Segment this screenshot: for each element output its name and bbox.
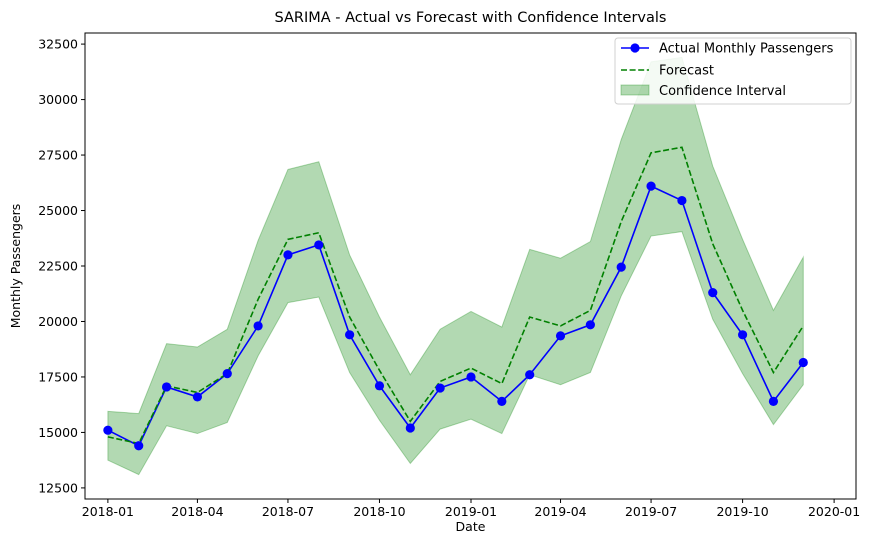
actual-data-point	[497, 396, 507, 406]
actual-data-point	[253, 321, 263, 331]
actual-data-point	[435, 383, 445, 393]
x-tick-label: 2019-01	[445, 504, 497, 519]
actual-data-point	[466, 372, 476, 382]
y-tick-label: 22500	[38, 259, 78, 274]
y-tick-label: 30000	[38, 92, 78, 107]
actual-data-point	[134, 441, 144, 451]
x-axis-label: Date	[456, 519, 486, 534]
x-tick-label: 2018-04	[171, 504, 223, 519]
actual-data-point	[646, 181, 656, 191]
x-tick-label: 2018-01	[82, 504, 134, 519]
y-tick-label: 15000	[38, 425, 78, 440]
actual-data-point	[222, 369, 232, 379]
y-tick-label: 12500	[38, 480, 78, 495]
forecast-series-line	[107, 146, 804, 445]
x-tick-label: 2019-04	[534, 504, 586, 519]
actual-data-point	[616, 262, 626, 272]
legend-actual-marker	[630, 43, 640, 53]
actual-data-point	[374, 381, 385, 391]
y-tick-label: 25000	[38, 203, 78, 218]
actual-data-point	[708, 288, 718, 298]
legend: Actual Monthly Passengers Forecast Confide…	[614, 37, 852, 105]
actual-data-point	[314, 240, 324, 250]
actual-data-point	[103, 425, 113, 435]
actual-data-point	[585, 320, 595, 330]
actual-data-point	[345, 330, 355, 340]
y-tick-label: 27500	[38, 148, 78, 163]
x-tick-label: 2019-10	[716, 504, 768, 519]
actual-data-point	[555, 331, 566, 341]
legend-band-label: Confidence Interval	[659, 84, 786, 99]
actual-data-point	[405, 423, 415, 433]
y-axis: 12500 15000 17500 20000 22500 25000 27500 30000…	[38, 37, 85, 495]
x-axis: 2018-01 2018-04 2018-07 2018-10 2019-01 2019-…	[82, 499, 860, 519]
legend-box	[614, 37, 852, 105]
y-tick-label: 17500	[38, 369, 78, 384]
marker-layer	[103, 181, 808, 451]
actual-data-point	[677, 195, 687, 206]
x-tick-label: 2020-01	[808, 504, 860, 519]
actual-data-point	[798, 357, 808, 368]
x-tick-label: 2019-07	[625, 504, 677, 519]
x-tick-label: 2018-07	[262, 504, 314, 519]
y-tick-label: 32500	[38, 37, 78, 52]
actual-data-point	[161, 382, 172, 392]
actual-data-point	[283, 250, 293, 260]
legend-actual-label: Actual Monthly Passengers	[659, 42, 834, 57]
y-tick-label: 20000	[38, 314, 78, 329]
x-tick-label: 2018-10	[353, 504, 405, 519]
actual-data-point	[525, 370, 535, 380]
actual-data-point	[768, 396, 779, 406]
actual-data-point	[192, 392, 203, 402]
legend-forecast-label: Forecast	[659, 64, 714, 79]
chart-title: SARIMA - Actual vs Forecast with Confide…	[275, 10, 667, 26]
y-axis-label: Monthly Passengers	[8, 204, 23, 329]
confidence-interval-band	[107, 56, 804, 476]
line-layer	[107, 146, 804, 447]
actual-data-point	[737, 330, 748, 340]
legend-band-swatch	[620, 84, 650, 96]
band-layer	[107, 56, 804, 476]
